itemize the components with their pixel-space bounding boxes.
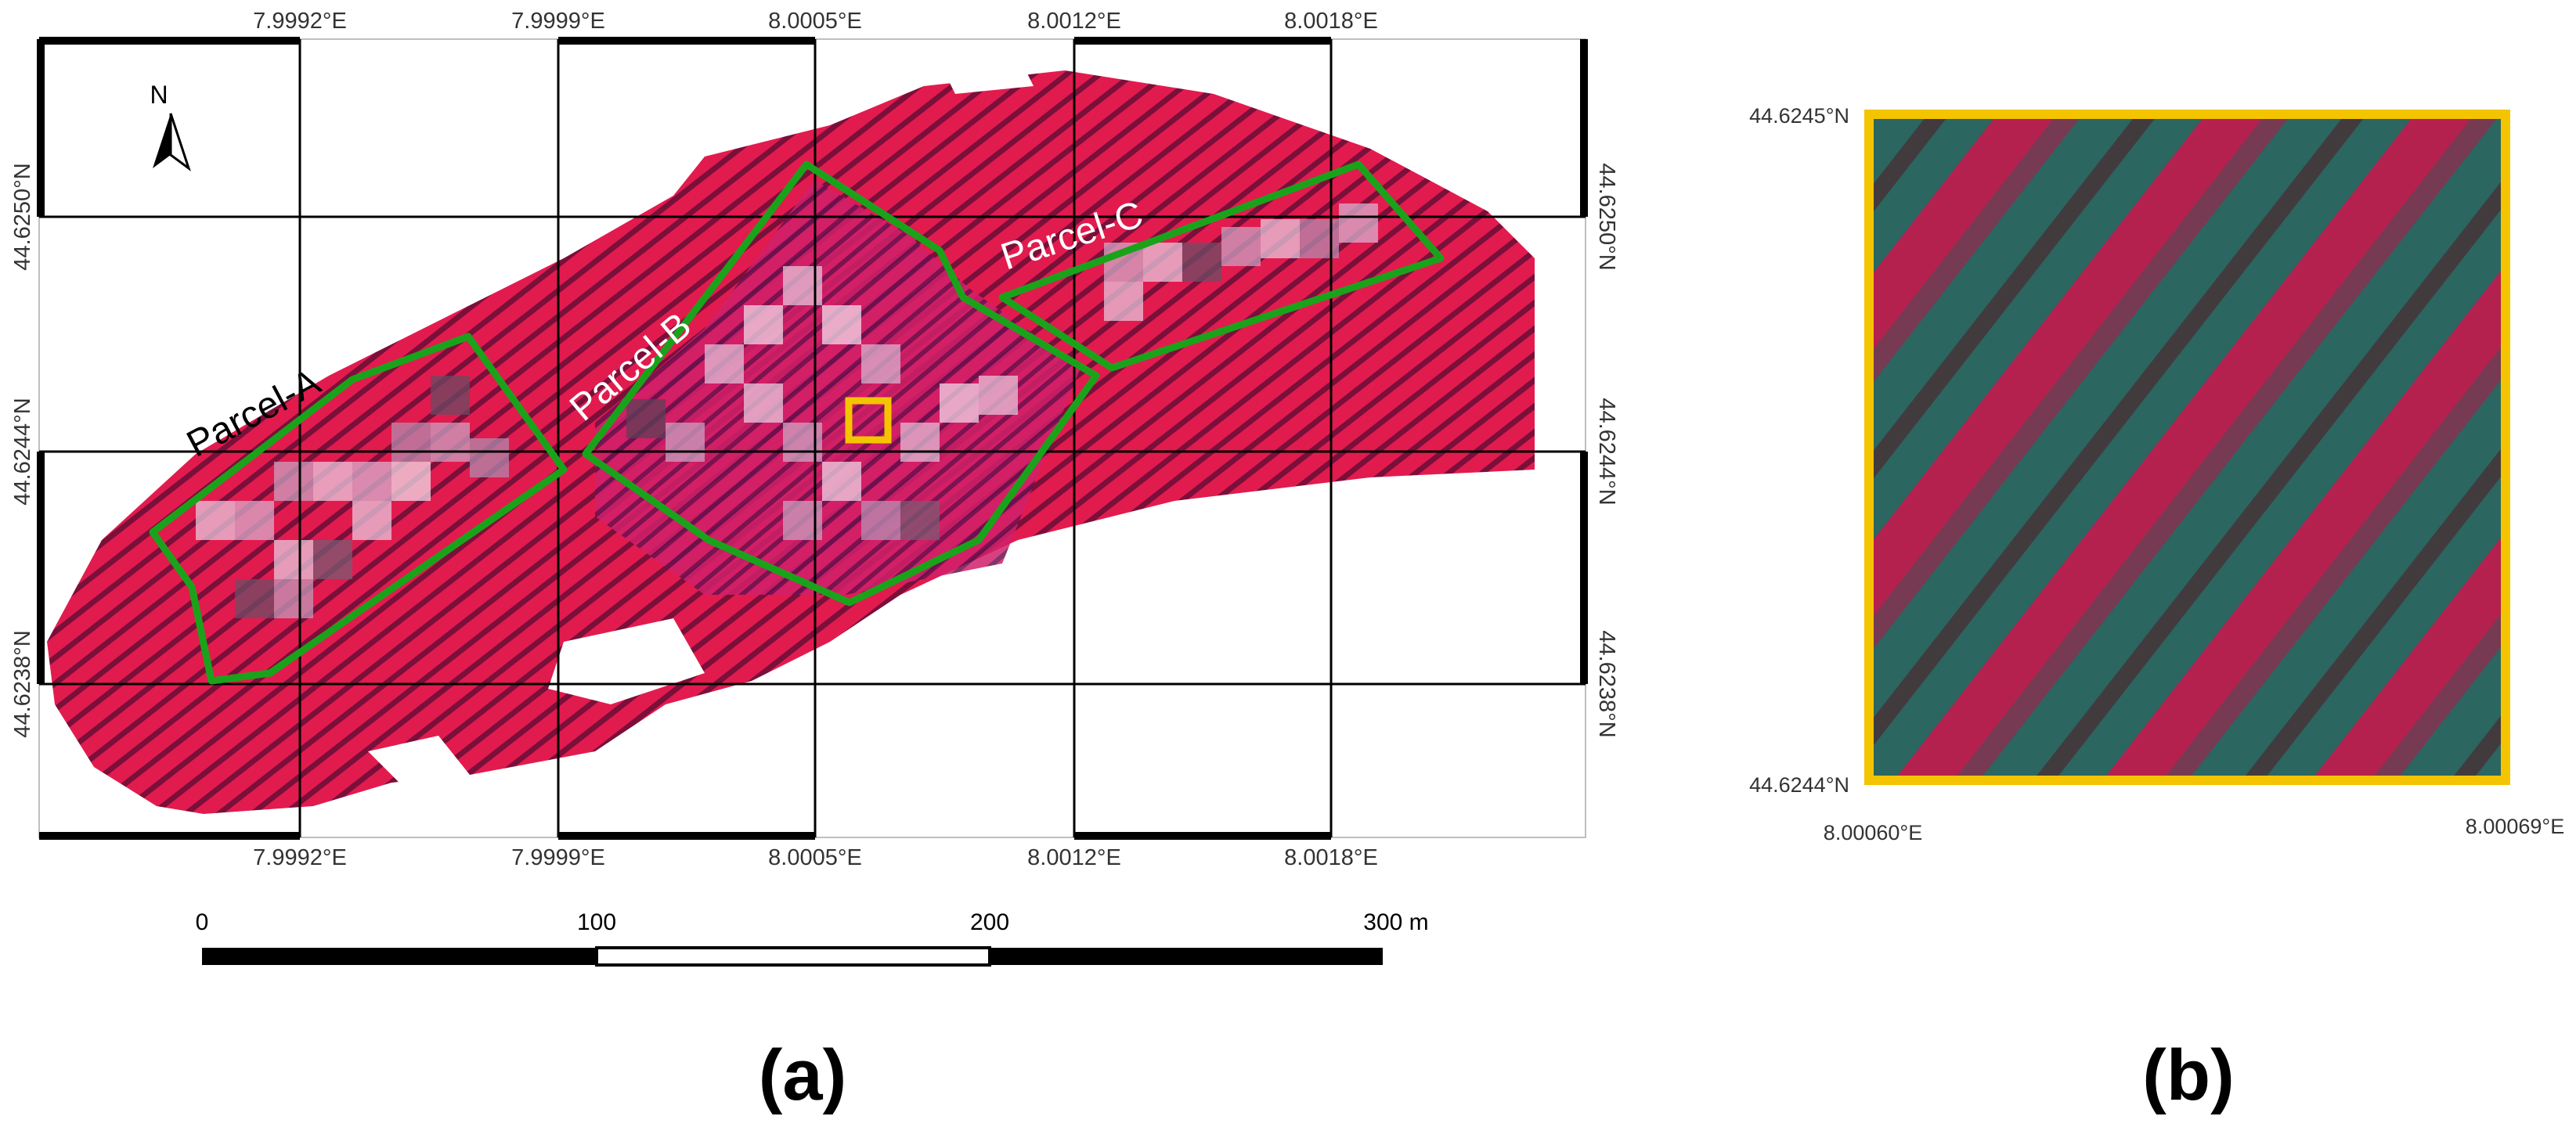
panel-a-map: Parcel-A Parcel-B Parcel-C N 7.9	[10, 9, 1619, 1115]
parcel-a-outline	[149, 333, 568, 685]
lon-tick: 8.0005°E	[768, 9, 862, 34]
right-lat-ticks: 44.6250°N 44.6244°N 44.6238°N	[1594, 163, 1619, 737]
parcel-c-outline	[998, 160, 1445, 372]
bottom-lon-ticks: 7.9992°E 7.9999°E 8.0005°E 8.0012°E 8.00…	[253, 845, 1378, 870]
lon-left: 8.00060°E	[1824, 821, 1922, 844]
gap-area	[940, 55, 1034, 94]
parcel-b-outline	[582, 160, 1100, 607]
scale-segment	[595, 946, 991, 967]
lon-right: 8.00069°E	[2466, 815, 2564, 838]
lat-tick: 44.6244°N	[10, 398, 35, 505]
lon-tick: 7.9992°E	[253, 845, 347, 870]
lat-tick: 44.6238°N	[1594, 630, 1619, 737]
lon-tick: 8.0018°E	[1284, 845, 1378, 870]
top-lon-ticks: 7.9992°E 7.9999°E 8.0005°E 8.0012°E 8.00…	[253, 9, 1378, 34]
north-arrow: N	[150, 81, 191, 172]
zoom-target-box	[845, 397, 892, 444]
zoom-image-speckle	[1869, 114, 2506, 780]
scale-segment	[202, 948, 597, 965]
lat-tick: 44.6250°N	[10, 163, 35, 270]
lon-tick: 7.9999°E	[511, 9, 605, 34]
scale-label: 300 m	[1363, 909, 1428, 935]
scale-label: 200	[970, 909, 1009, 935]
lat-top: 44.6245°N	[1749, 104, 1849, 128]
north-arrow-icon	[153, 113, 171, 168]
gap-area	[368, 736, 470, 790]
lat-tick: 44.6244°N	[1594, 398, 1619, 505]
lon-tick: 8.0018°E	[1284, 9, 1378, 34]
left-lat-ticks: 44.6250°N 44.6244°N 44.6238°N	[10, 163, 35, 737]
lat-bottom: 44.6244°N	[1749, 773, 1849, 797]
north-arrow-icon-half	[169, 113, 191, 172]
lon-tick: 8.0005°E	[768, 845, 862, 870]
lat-tick: 44.6238°N	[10, 630, 35, 737]
lat-tick: 44.6250°N	[1594, 163, 1619, 270]
scale-label: 100	[577, 909, 616, 935]
lon-tick: 8.0012°E	[1027, 9, 1121, 34]
zone-pixels	[196, 203, 1378, 618]
lon-tick: 7.9999°E	[511, 845, 605, 870]
panel-b-label: (b)	[2142, 1035, 2234, 1115]
north-arrow-label: N	[150, 81, 168, 109]
lon-tick: 8.0012°E	[1027, 845, 1121, 870]
scale-segment	[990, 948, 1383, 965]
map-border-ticks	[37, 37, 1588, 840]
zoom-frame	[1864, 110, 2510, 785]
scale-bar: 0 100 200 300 m	[196, 909, 1429, 967]
panel-b-zoom: 44.6245°N 44.6244°N 8.00060°E 8.00069°E …	[1749, 104, 2564, 1115]
panel-a-label: (a)	[759, 1035, 846, 1115]
lon-tick: 7.9992°E	[253, 9, 347, 34]
zoom-image	[1869, 114, 2506, 780]
scale-label: 0	[196, 909, 209, 935]
